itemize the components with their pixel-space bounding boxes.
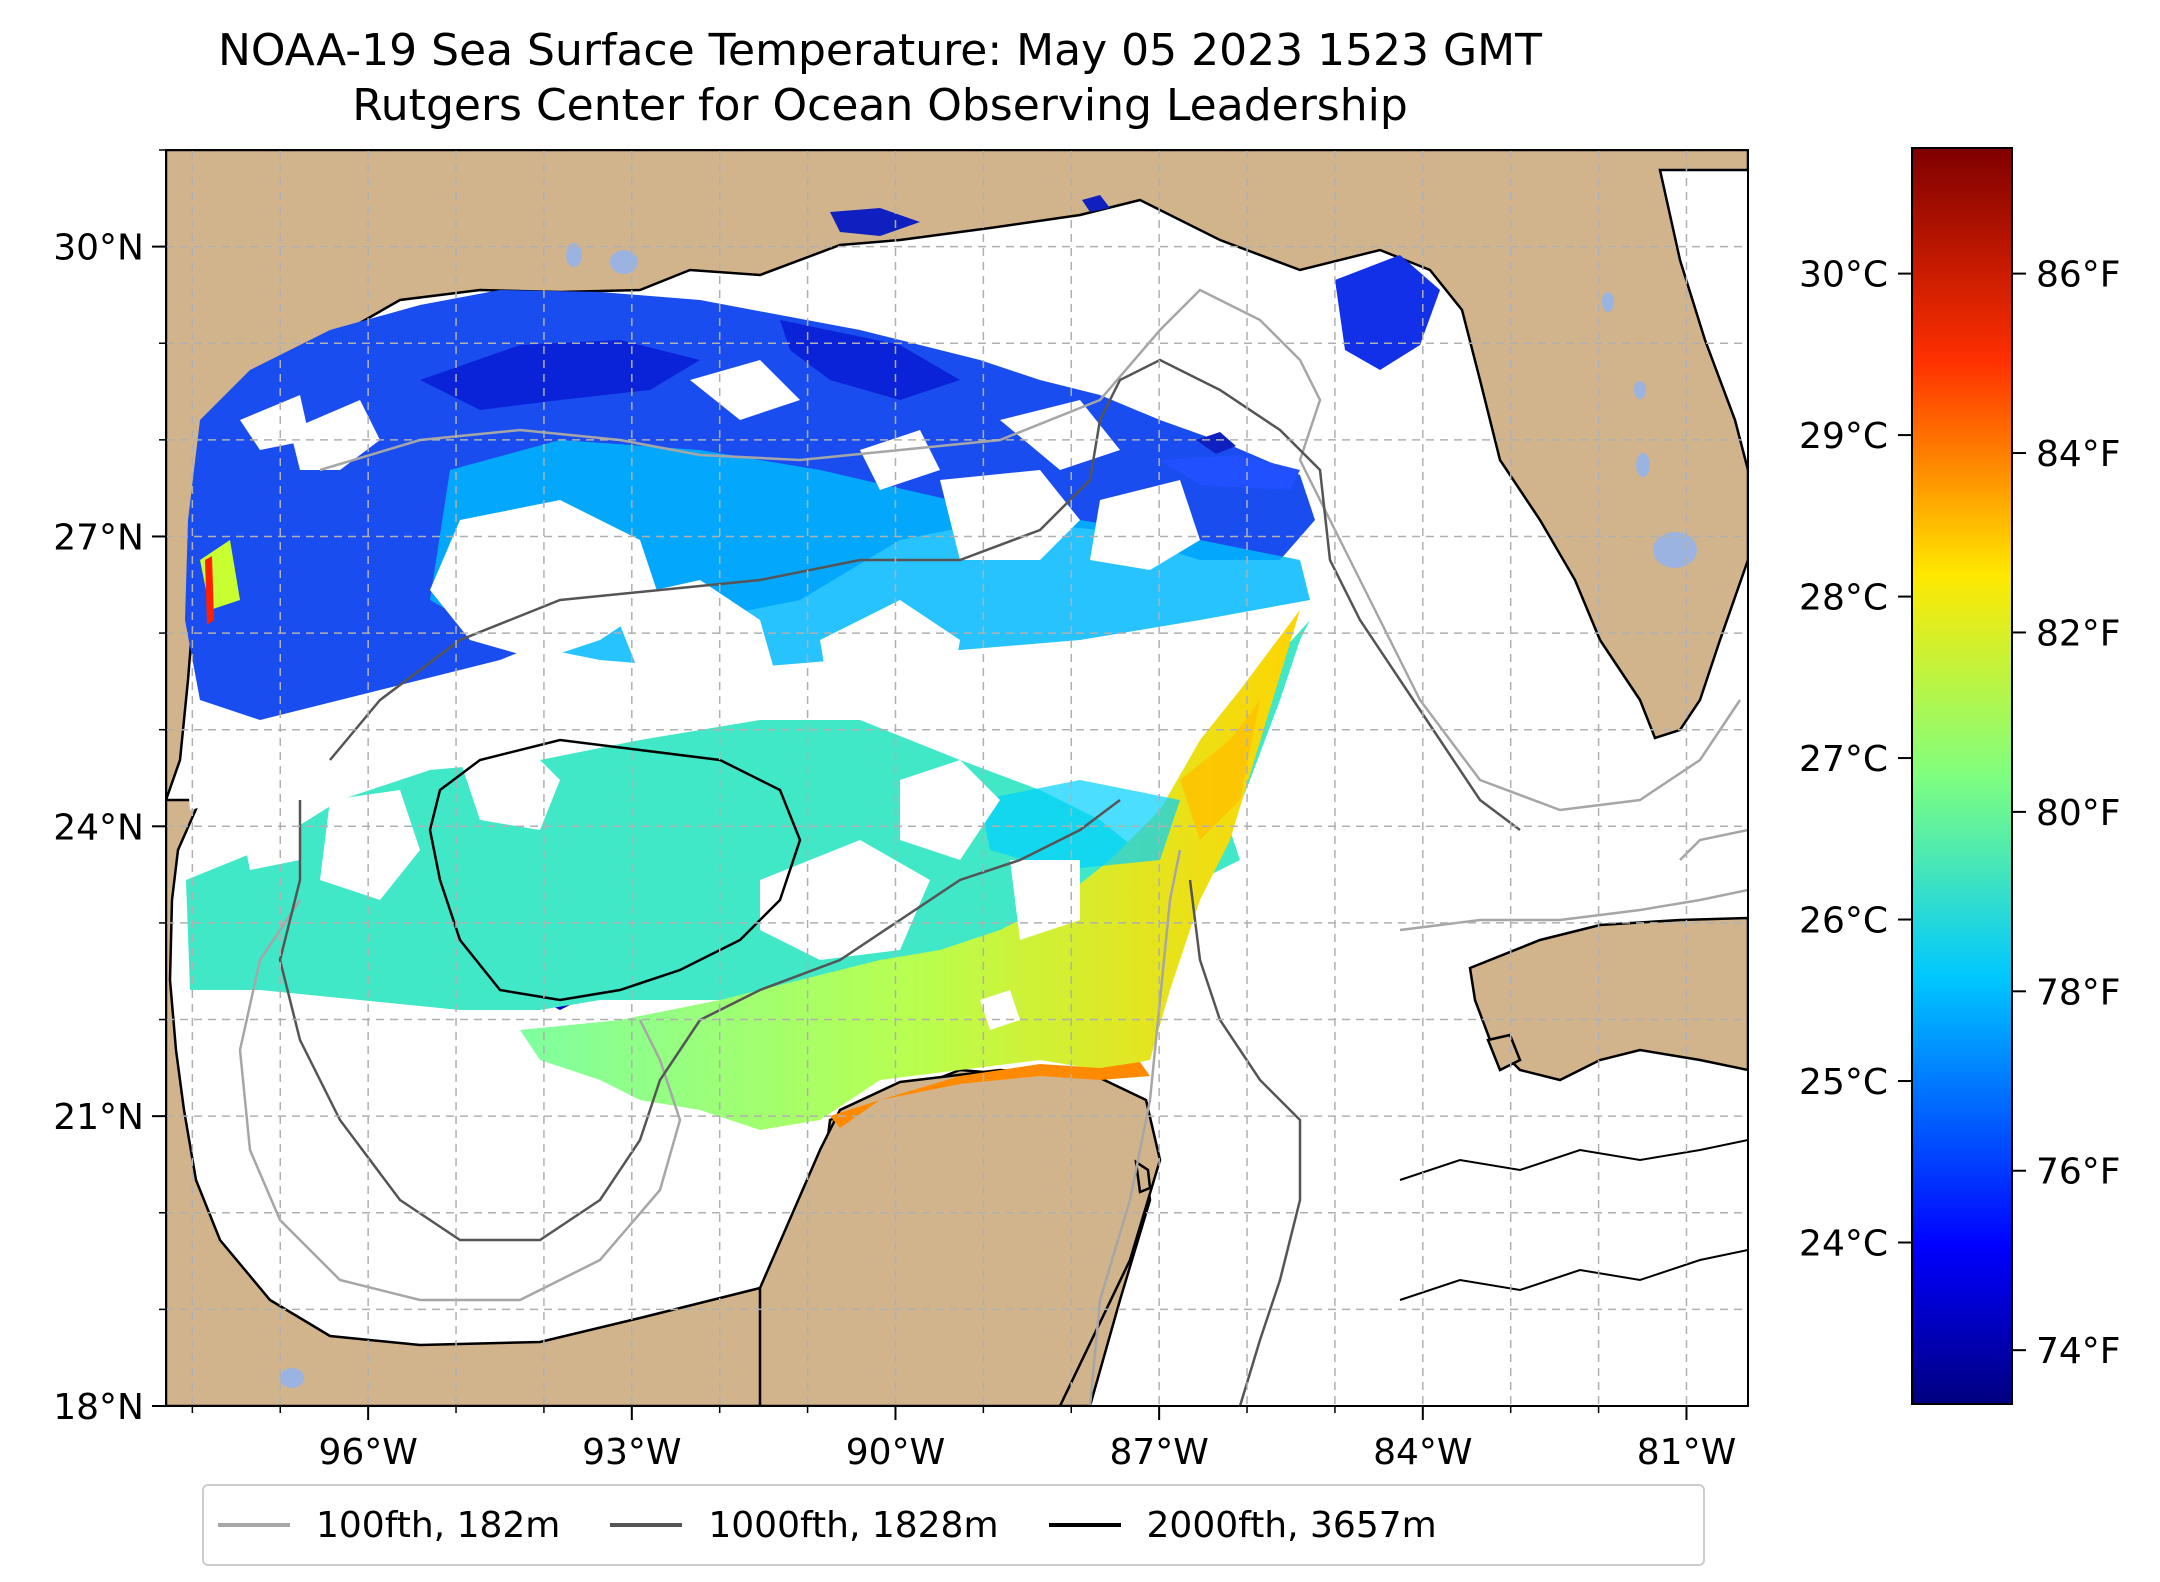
x-tick-label: 81°W: [1637, 1432, 1736, 1473]
contour-100fth: [238, 288, 1748, 1406]
colorbar-c-label: 27°C: [1799, 739, 1888, 780]
x-axis-ticks: 96°W 93°W 90°W 87°W 84°W 81°W: [191, 1406, 1736, 1473]
cloud-mask: [186, 360, 1200, 1030]
map-area: [166, 150, 1748, 1406]
legend-label-1000fth: 1000fth, 1828m: [708, 1504, 999, 1546]
colorbar-f-label: 80°F: [2036, 793, 2121, 834]
colorbar-f-label: 74°F: [2036, 1331, 2121, 1372]
x-tick-label: 93°W: [582, 1432, 681, 1473]
contour-1000fth: [278, 358, 1521, 1406]
colorbar: 74°F 76°F 78°F 80°F 82°F 84°F 86°F 24°C 25°C 26°…: [1799, 147, 2121, 1405]
legend-line-1000fth: [610, 1523, 683, 1527]
cozumel: [1134, 1159, 1152, 1194]
y-axis-ticks: 30°N 27°N 24°N 21°N 18°N: [53, 149, 166, 1428]
legend-item-2000fth: 2000fth, 3657m: [1048, 1504, 1437, 1546]
colorbar-c-label: 28°C: [1799, 578, 1888, 619]
colorbar-c-label: 26°C: [1799, 901, 1888, 942]
colorbar-gradient: [1911, 147, 2013, 1405]
x-tick-label: 87°W: [1109, 1432, 1208, 1473]
x-tick-label: 84°W: [1373, 1432, 1472, 1473]
x-tick-label: 90°W: [846, 1432, 945, 1473]
y-tick-label: 27°N: [53, 517, 144, 558]
colorbar-f-label: 86°F: [2036, 255, 2121, 296]
legend: 100fth, 182m 1000fth, 1828m 2000fth, 365…: [202, 1484, 1705, 1566]
colorbar-c-label: 25°C: [1799, 1062, 1888, 1103]
legend-line-2000fth: [1048, 1523, 1121, 1527]
legend-item-1000fth: 1000fth, 1828m: [610, 1504, 999, 1546]
colorbar-f-label: 82°F: [2036, 613, 2121, 654]
y-tick-label: 30°N: [53, 228, 144, 269]
sst-warm-south: [520, 610, 1300, 1130]
legend-label-100fth: 100fth, 182m: [316, 1504, 561, 1546]
cuba-isle: [1486, 1033, 1522, 1072]
colorbar-c-label: 29°C: [1799, 416, 1888, 457]
sst-northeast-patch: [1335, 255, 1440, 370]
bathymetry-contours: [238, 288, 1748, 1406]
y-tick-label: 18°N: [53, 1387, 144, 1428]
map-title: NOAA-19 Sea Surface Temperature: May 05 …: [218, 25, 1542, 76]
gridlines: [166, 150, 1748, 1406]
colorbar-f-label: 76°F: [2036, 1152, 2121, 1193]
colorbar-f-label: 78°F: [2036, 972, 2121, 1013]
colorbar-c-label: 24°C: [1799, 1224, 1888, 1265]
y-tick-label: 21°N: [53, 1097, 144, 1138]
legend-item-100fth: 100fth, 182m: [218, 1505, 560, 1546]
contour-2000fth: [428, 738, 802, 1002]
x-tick-label: 96°W: [318, 1432, 417, 1473]
legend-line-100fth: [218, 1523, 290, 1527]
y-tick-label: 24°N: [53, 807, 144, 848]
colorbar-celsius-ticks: 24°C 25°C 26°C 27°C 28°C 29°C 30°C: [1799, 255, 1912, 1265]
colorbar-fahrenheit-ticks: 74°F 76°F 78°F 80°F 82°F 84°F 86°F: [2012, 255, 2121, 1372]
map-frame: [165, 149, 1749, 1407]
colorbar-f-label: 84°F: [2036, 434, 2121, 475]
map-subtitle: Rutgers Center for Ocean Observing Leade…: [352, 80, 1408, 131]
legend-label-2000fth: 2000fth, 3657m: [1146, 1504, 1437, 1546]
colorbar-c-label: 30°C: [1799, 255, 1888, 296]
